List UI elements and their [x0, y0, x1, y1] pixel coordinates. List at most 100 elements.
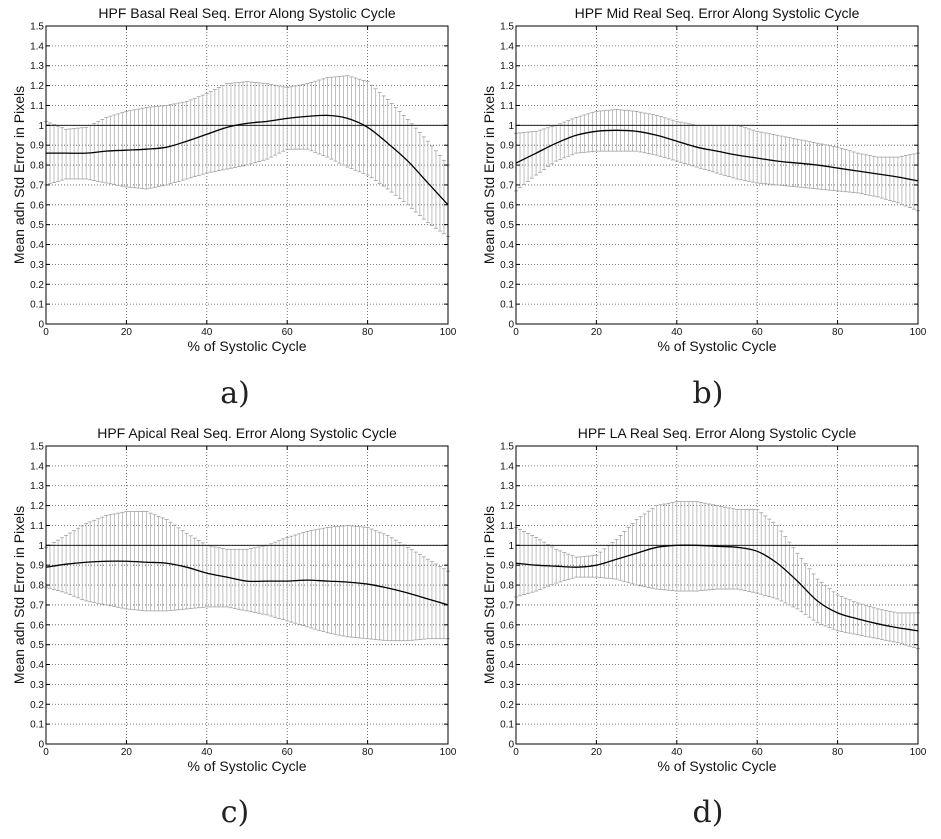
y-tick-label: 0.9	[500, 561, 514, 572]
y-tick-label: 0.9	[30, 141, 44, 152]
chart-b-svg: HPF Mid Real Seq. Error Along Systolic C…	[481, 5, 927, 354]
x-axis-label-d: % of Systolic Cycle	[657, 758, 776, 774]
x-axis-label-a: % of Systolic Cycle	[187, 338, 306, 354]
chart-d-svg: HPF LA Real Seq. Error Along Systolic Cy…	[481, 425, 927, 774]
mean-line-b	[515, 129, 919, 182]
y-tick-label: 0	[38, 740, 44, 751]
y-tick-label: 1.2	[500, 81, 514, 92]
x-tick-label: 20	[121, 327, 133, 338]
mean-line-d	[515, 544, 919, 632]
ticks-d: 0 20 40 60 80 100 0 0.1 0.2 0.3 0.4 0.5 0.6 0.7 0.8 0.9…	[500, 442, 927, 759]
x-tick-label: 20	[591, 747, 603, 758]
y-tick-label: 0.2	[500, 700, 514, 711]
chart-panel-b: HPF Mid Real Seq. Error Along Systolic C…	[470, 0, 940, 419]
y-tick-label: 0.6	[30, 200, 44, 211]
y-tick-label: 0.9	[30, 561, 44, 572]
y-tick-label: 1.3	[30, 481, 44, 492]
y-tick-label: 0	[508, 320, 514, 331]
x-tick-label: 40	[201, 327, 213, 338]
y-tick-label: 0.4	[500, 240, 514, 251]
y-tick-label: 0.7	[500, 600, 514, 611]
y-tick-label: 0.9	[500, 141, 514, 152]
axes-box-a	[45, 25, 449, 325]
axes-box-c	[45, 445, 449, 745]
x-tick-label: 60	[752, 747, 764, 758]
y-tick-label: 1.5	[30, 442, 44, 453]
y-tick-label: 1.1	[30, 521, 44, 532]
x-tick-label: 100	[910, 327, 927, 338]
x-tick-label: 80	[362, 747, 374, 758]
y-tick-label: 1.2	[500, 501, 514, 512]
ticks-c: 0 20 40 60 80 100 0 0.1 0.2 0.3 0.4 0.5 0.6 0.7 0.8 0.9…	[30, 442, 457, 759]
ticks-b: 0 20 40 60 80 100 0 0.1 0.2 0.3 0.4 0.5 0.6 0.7 0.8 0.9…	[500, 22, 927, 339]
y-tick-label: 0.2	[30, 700, 44, 711]
chart-title-c: HPF Apical Real Seq. Error Along Systoli…	[97, 425, 397, 441]
y-tick-label: 0.7	[30, 180, 44, 191]
y-tick-label: 0.3	[30, 680, 44, 691]
y-tick-label: 0.8	[30, 161, 44, 172]
x-tick-label: 60	[282, 747, 294, 758]
plot-area-b	[516, 26, 918, 324]
y-tick-label: 0	[508, 740, 514, 751]
y-axis-label-d: Mean adn Std Error in Pixels	[481, 506, 497, 684]
y-tick-label: 0.6	[500, 200, 514, 211]
y-tick-label: 0.7	[30, 600, 44, 611]
y-tick-label: 1.2	[30, 81, 44, 92]
y-tick-label: 1	[508, 541, 514, 552]
x-tick-label: 60	[282, 327, 294, 338]
x-tick-label: 40	[671, 327, 683, 338]
y-tick-label: 0.1	[30, 300, 44, 311]
chart-title-a: HPF Basal Real Seq. Error Along Systolic…	[98, 5, 395, 21]
y-tick-label: 0.5	[30, 220, 44, 231]
x-tick-label: 80	[362, 327, 374, 338]
y-tick-label: 0.1	[500, 720, 514, 731]
x-tick-label: 100	[440, 747, 457, 758]
y-tick-label: 0.5	[500, 220, 514, 231]
y-tick-label: 0.1	[30, 720, 44, 731]
x-tick-label: 0	[513, 747, 519, 758]
y-tick-label: 1	[38, 541, 44, 552]
y-axis-label-a: Mean adn Std Error in Pixels	[11, 86, 27, 264]
y-axis-label-c: Mean adn Std Error in Pixels	[11, 506, 27, 684]
y-axis-label-b: Mean adn Std Error in Pixels	[481, 86, 497, 264]
y-tick-label: 1.5	[500, 22, 514, 33]
chart-a-svg: HPF Basal Real Seq. Error Along Systolic…	[11, 5, 457, 354]
y-tick-label: 1.5	[500, 442, 514, 453]
mean-line-c	[45, 560, 449, 606]
y-tick-label: 0.8	[500, 161, 514, 172]
y-tick-label: 1.1	[500, 101, 514, 112]
y-tick-label: 1.4	[500, 461, 514, 472]
x-tick-label: 80	[832, 327, 844, 338]
plot-area-a	[46, 26, 448, 324]
y-tick-label: 0.4	[500, 660, 514, 671]
x-axis-label-b: % of Systolic Cycle	[657, 338, 776, 354]
x-tick-label: 100	[910, 747, 927, 758]
y-tick-label: 0.6	[500, 620, 514, 631]
y-tick-label: 1.3	[500, 61, 514, 72]
y-tick-label: 0.1	[500, 300, 514, 311]
chart-title-b: HPF Mid Real Seq. Error Along Systolic C…	[575, 5, 860, 21]
axes-box-b	[515, 25, 919, 325]
y-tick-label: 0.3	[30, 260, 44, 271]
y-tick-label: 1.4	[30, 461, 44, 472]
x-tick-label: 20	[121, 747, 133, 758]
y-tick-label: 0.8	[30, 581, 44, 592]
x-tick-label: 100	[440, 327, 457, 338]
x-tick-label: 0	[43, 327, 49, 338]
y-tick-label: 0.7	[500, 180, 514, 191]
y-tick-label: 0.4	[30, 660, 44, 671]
y-tick-label: 0.6	[30, 620, 44, 631]
x-tick-label: 0	[513, 327, 519, 338]
ticks-a: 0 20 40 60 80 100 0 0.1 0.2 0.3 0.4 0.5 0.6 0.7 0.8 0.9…	[30, 22, 457, 339]
x-tick-label: 80	[832, 747, 844, 758]
y-tick-label: 1.3	[30, 61, 44, 72]
chart-panel-a: HPF Basal Real Seq. Error Along Systolic…	[0, 0, 470, 419]
y-tick-label: 1.2	[30, 501, 44, 512]
y-tick-label: 0.3	[500, 680, 514, 691]
y-tick-label: 0.8	[500, 581, 514, 592]
x-tick-label: 40	[201, 747, 213, 758]
y-tick-label: 1.5	[30, 22, 44, 33]
chart-title-d: HPF LA Real Seq. Error Along Systolic Cy…	[578, 425, 857, 441]
y-tick-label: 0.4	[30, 240, 44, 251]
